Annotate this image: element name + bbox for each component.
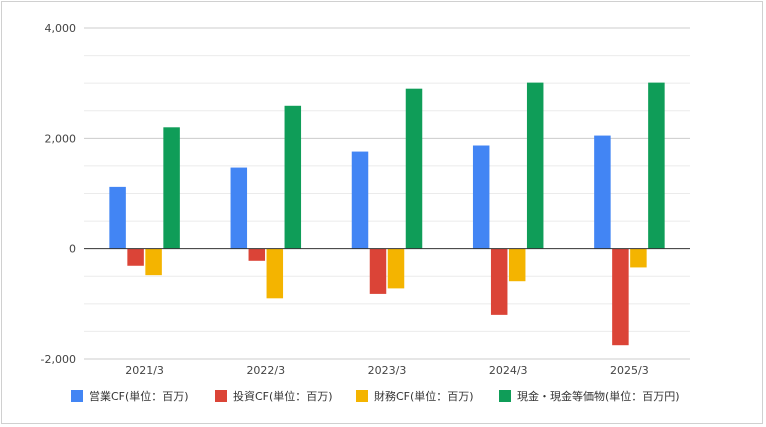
bar (472, 145, 490, 249)
x-tick-label: 2024/3 (489, 364, 528, 377)
legend-swatch (71, 390, 83, 402)
bar (266, 248, 284, 299)
legend-swatch (499, 390, 511, 402)
bar (127, 248, 144, 266)
bar (490, 248, 508, 315)
legend-label: 営業CF(単位：百万) (89, 389, 189, 403)
bar (284, 105, 302, 249)
legend-label: 財務CF(単位：百万) (374, 389, 474, 403)
bar (405, 88, 423, 249)
y-tick-label: -2,000 (41, 353, 76, 366)
gridlines (84, 27, 690, 360)
x-axis-tick-labels: 2021/3 2022/3 2023/3 2024/3 2025/3 (125, 364, 649, 377)
bar (109, 186, 126, 249)
bar (230, 167, 248, 249)
x-tick-label: 2021/3 (125, 364, 164, 377)
bar (163, 127, 180, 249)
y-axis-tick-labels: -2,000 0 2,000 4,000 (41, 22, 76, 366)
bar (369, 248, 387, 294)
bar (248, 248, 266, 261)
bar (612, 248, 629, 346)
bar (594, 135, 611, 249)
bars (109, 82, 665, 346)
bar (387, 248, 405, 289)
legend-swatch (356, 390, 368, 402)
bar (145, 248, 162, 276)
x-tick-label: 2023/3 (368, 364, 407, 377)
y-tick-label: 0 (69, 243, 76, 256)
legend: 営業CF(単位：百万) 投資CF(単位：百万) 財務CF(単位：百万) 現金・現金等価… (71, 389, 680, 403)
y-tick-label: 2,000 (45, 132, 77, 145)
legend-swatch (215, 390, 227, 402)
x-tick-label: 2022/3 (246, 364, 285, 377)
bar (526, 82, 544, 249)
bar (648, 82, 665, 249)
y-tick-label: 4,000 (45, 22, 77, 35)
bar (508, 248, 526, 282)
bar (630, 248, 647, 268)
legend-label: 投資CF(単位：百万) (233, 389, 333, 403)
legend-label: 現金・現金等価物(単位：百万円) (517, 389, 680, 403)
bar (351, 151, 369, 249)
x-tick-label: 2025/3 (610, 364, 649, 377)
